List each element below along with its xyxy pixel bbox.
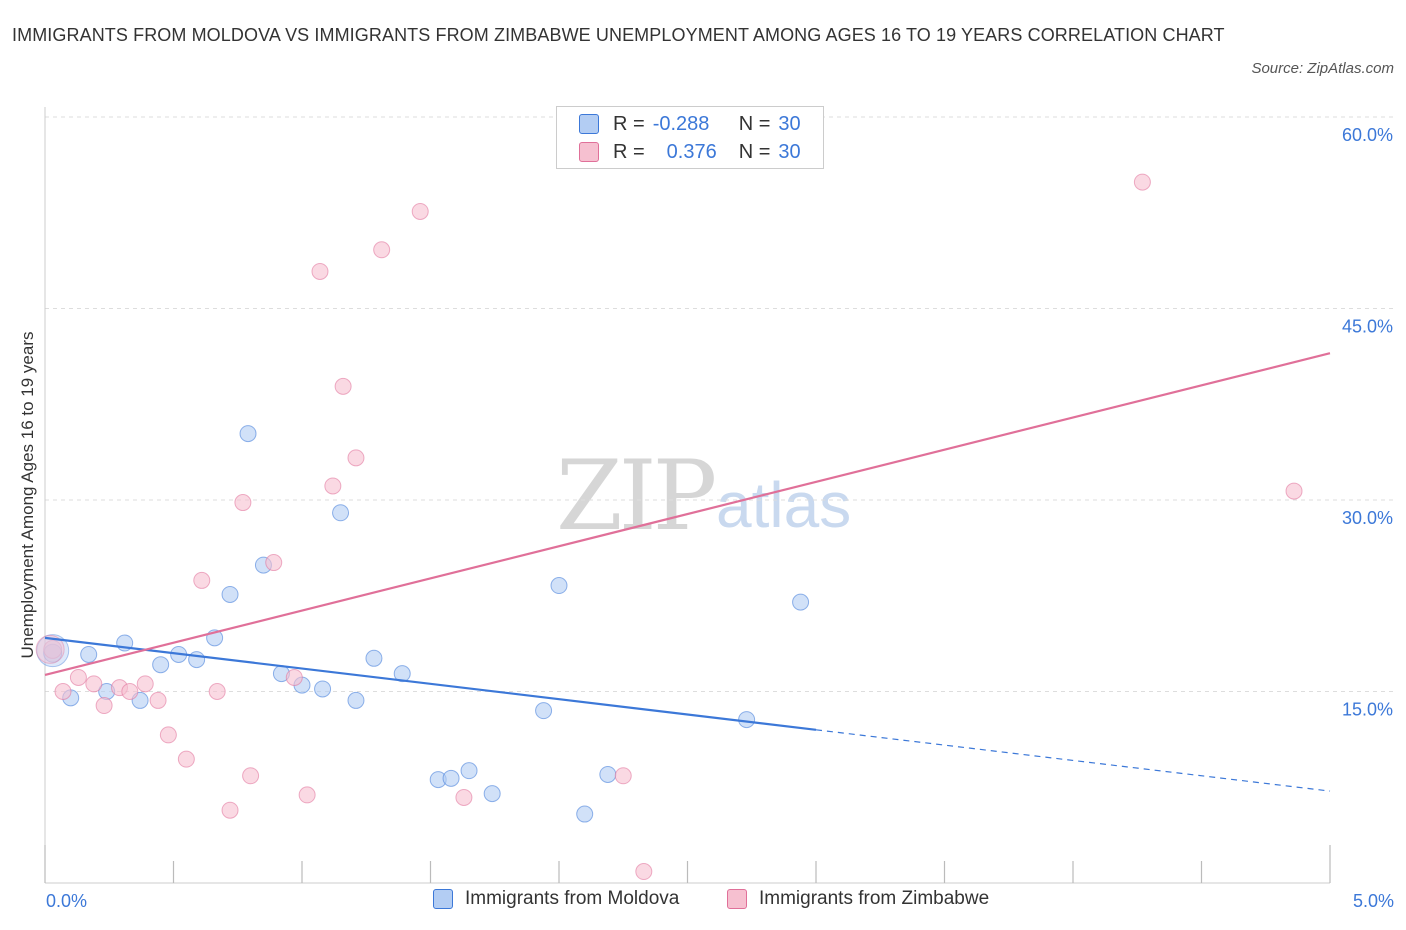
data-point-zimbabwe: [121, 683, 139, 700]
data-point-zimbabwe: [234, 494, 252, 512]
data-point-zimbabwe: [136, 675, 154, 693]
series-legend-moldova: Immigrants from Moldova: [433, 888, 679, 910]
y-tick-label: 30.0%: [1342, 508, 1393, 528]
data-point-moldova: [576, 805, 594, 823]
data-point-zimbabwe: [208, 683, 226, 700]
data-point-zimbabwe: [43, 639, 63, 659]
legend-swatch-zimbabwe: [579, 142, 599, 162]
data-point-zimbabwe: [635, 863, 653, 881]
data-point-moldova: [535, 702, 553, 720]
cluster-point-moldova: [36, 634, 70, 668]
data-point-zimbabwe: [298, 786, 316, 804]
legend-n-label: N =: [738, 112, 771, 135]
x-tick-label-max: 5.0%: [1352, 891, 1394, 911]
data-point-moldova: [483, 785, 501, 803]
correlation-legend: R = -0.288 N = 30 R = 0.376 N = 30: [556, 106, 824, 169]
source-credit: Source: ZipAtlas.com: [1251, 60, 1394, 77]
y-tick-label: 45.0%: [1342, 317, 1393, 337]
legend-n-value-moldova: 30: [778, 112, 801, 135]
legend-r-value-zimbabwe: 0.376: [666, 140, 717, 163]
data-point-zimbabwe: [159, 726, 177, 744]
y-tick-label: 60.0%: [1342, 125, 1393, 145]
data-point-zimbabwe: [54, 683, 72, 700]
data-point-zimbabwe: [177, 750, 195, 768]
data-point-moldova: [152, 656, 170, 674]
data-point-moldova: [792, 593, 810, 611]
series-legend-zimbabwe: Immigrants from Zimbabwe: [727, 888, 989, 910]
data-point-zimbabwe: [149, 691, 167, 709]
data-point-moldova: [332, 504, 350, 522]
data-point-zimbabwe: [265, 554, 283, 572]
chart-title: IMMIGRANTS FROM MOLDOVA VS IMMIGRANTS FR…: [12, 25, 1225, 45]
legend-n-value-zimbabwe: 30: [778, 140, 801, 163]
data-point-moldova: [314, 680, 332, 698]
data-point-zimbabwe: [373, 241, 391, 259]
data-point-zimbabwe: [221, 801, 239, 819]
data-point-zimbabwe: [69, 668, 87, 686]
data-point-zimbabwe: [193, 571, 211, 589]
data-point-moldova: [239, 425, 257, 443]
series-swatch-zimbabwe: [727, 889, 747, 909]
data-point-zimbabwe: [242, 767, 260, 785]
data-point-moldova: [347, 691, 365, 709]
legend-r-value-moldova: -0.288: [652, 112, 710, 135]
series-swatch-moldova: [433, 889, 453, 909]
legend-r-label: R =: [613, 140, 645, 163]
series-name-zimbabwe: Immigrants from Zimbabwe: [759, 888, 990, 909]
data-point-zimbabwe: [311, 262, 329, 280]
legend-row-moldova: R = -0.288 N = 30: [579, 111, 801, 137]
legend-swatch-moldova: [579, 114, 599, 134]
data-point-zimbabwe: [614, 767, 632, 785]
data-point-moldova: [550, 577, 568, 595]
trendline-zimbabwe: [44, 352, 1331, 676]
y-tick-label: 15.0%: [1342, 700, 1393, 720]
legend-n-label: N =: [738, 140, 771, 163]
data-point-moldova: [599, 765, 617, 783]
data-point-moldova: [188, 651, 206, 669]
data-point-zimbabwe: [324, 477, 342, 495]
data-point-moldova: [393, 665, 411, 683]
data-point-zimbabwe: [455, 788, 473, 806]
watermark-zip: ZIP: [556, 440, 717, 552]
trendline-moldova-extension: [815, 729, 1331, 792]
watermark-atlas: atlas: [716, 469, 852, 541]
data-point-zimbabwe: [95, 697, 113, 715]
data-point-zimbabwe: [334, 377, 352, 395]
data-point-moldova: [221, 585, 239, 603]
data-point-zimbabwe: [347, 449, 365, 467]
data-point-zimbabwe: [411, 202, 429, 220]
legend-row-zimbabwe: R = 0.376 N = 30: [579, 139, 801, 165]
series-legend: Immigrants from Moldova Immigrants from …: [0, 888, 1406, 918]
data-point-zimbabwe: [1133, 173, 1151, 191]
data-point-zimbabwe: [85, 675, 103, 693]
series-name-moldova: Immigrants from Moldova: [465, 888, 680, 909]
x-tick-label-min: 0.0%: [46, 891, 88, 911]
data-point-moldova: [738, 711, 756, 729]
data-point-moldova: [442, 769, 460, 787]
data-point-zimbabwe: [285, 668, 303, 686]
data-point-moldova: [365, 649, 383, 667]
data-point-zimbabwe: [1285, 482, 1303, 500]
trendline-moldova: [44, 636, 817, 731]
legend-r-label: R =: [613, 112, 645, 135]
cluster-point-zimbabwe: [35, 634, 65, 664]
data-point-moldova: [80, 645, 98, 663]
data-point-moldova: [460, 762, 478, 780]
